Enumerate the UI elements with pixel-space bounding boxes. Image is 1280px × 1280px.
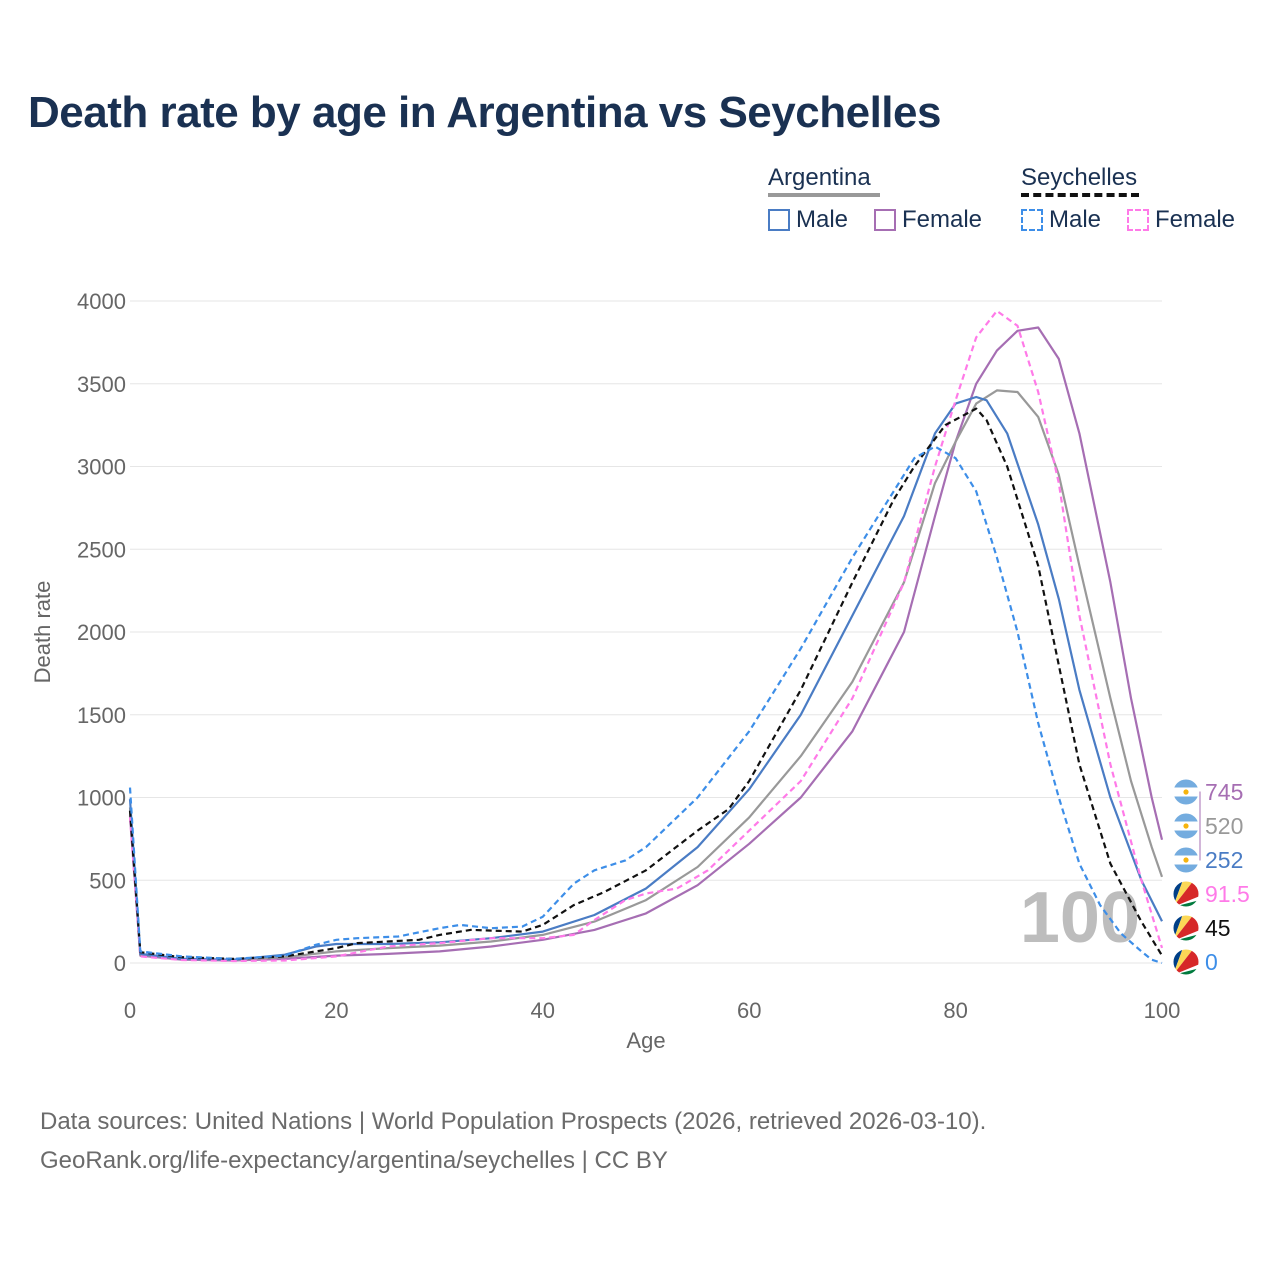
legend-item-label: Female xyxy=(1155,206,1236,233)
legend: Argentina Seychelles Male Female Male Fe… xyxy=(766,160,1266,250)
end-label-value: 91.5 xyxy=(1205,881,1250,907)
legend-group-label: Seychelles xyxy=(1021,164,1138,191)
argentina-flag-icon xyxy=(1172,812,1200,840)
seychelles-flag-icon xyxy=(1172,914,1200,942)
seychelles-flag-icon xyxy=(1172,880,1200,908)
end-label-value: 520 xyxy=(1205,813,1243,839)
y-tick-label: 0 xyxy=(114,951,126,976)
legend-item-argentina-male[interactable]: Male xyxy=(768,206,848,234)
legend-swatch xyxy=(768,209,790,231)
end-label-value: 0 xyxy=(1205,949,1218,975)
footer-link[interactable]: GeoRank.org/life-expectancy/argentina/se… xyxy=(40,1147,668,1174)
y-tick-label: 500 xyxy=(89,868,126,893)
legend-swatch xyxy=(1127,209,1149,231)
series-line-argentina-total[interactable] xyxy=(128,389,1164,962)
x-tick-label: 20 xyxy=(324,998,348,1023)
series-lines xyxy=(128,309,1164,965)
grid xyxy=(130,300,1162,964)
series-line-argentina-male[interactable] xyxy=(128,395,1163,961)
x-tick-label: 0 xyxy=(124,998,136,1023)
end-labels: 745 520 252 91.5 45 0 xyxy=(1172,778,1250,976)
y-tick-label: 4000 xyxy=(77,289,126,314)
footer-sources: Data sources: United Nations | World Pop… xyxy=(40,1108,987,1135)
legend-item-seychelles-male[interactable]: Male xyxy=(1021,206,1101,234)
y-tick-label: 3500 xyxy=(77,372,126,397)
y-tick-label: 2500 xyxy=(77,537,126,562)
x-tick-label: 100 xyxy=(1144,998,1181,1023)
seychelles-flag-icon xyxy=(1172,948,1200,976)
argentina-flag-icon xyxy=(1172,846,1200,874)
legend-group-line xyxy=(1021,193,1139,197)
legend-item-seychelles-female[interactable]: Female xyxy=(1127,206,1235,234)
legend-item-argentina-female[interactable]: Female xyxy=(874,206,982,234)
legend-item-label: Female xyxy=(902,206,983,233)
x-axis-label: Age xyxy=(626,1028,665,1053)
legend-swatch xyxy=(874,209,896,231)
series-line-argentina-female[interactable] xyxy=(128,326,1164,962)
y-axis-label: Death rate xyxy=(30,581,55,684)
x-tick-label: 80 xyxy=(943,998,967,1023)
chart-title: Death rate by age in Argentina vs Seyche… xyxy=(28,88,941,137)
y-tick-label: 3000 xyxy=(77,455,126,480)
legend-group-line xyxy=(768,193,880,197)
watermark-age: 100 xyxy=(1020,878,1140,958)
end-label-value: 45 xyxy=(1205,915,1231,941)
legend-group-label: Argentina xyxy=(768,164,871,191)
y-tick-label: 1500 xyxy=(77,703,126,728)
legend-item-label: Male xyxy=(796,206,849,233)
y-tick-label: 2000 xyxy=(77,620,126,645)
end-label-value: 745 xyxy=(1205,779,1243,805)
legend-group-seychelles[interactable]: Seychelles xyxy=(1021,164,1139,197)
axes: 0 500 1000 1500 2000 2500 3000 3500 4000 0 20 40 60 8… xyxy=(30,289,1180,1053)
argentina-flag-icon xyxy=(1172,778,1200,806)
series-line-seychelles-female[interactable] xyxy=(128,309,1164,963)
legend-group-argentina[interactable]: Argentina xyxy=(768,164,880,197)
series-line-seychelles-total[interactable] xyxy=(128,407,1163,960)
y-tick-label: 1000 xyxy=(77,786,126,811)
legend-swatch xyxy=(1021,209,1043,231)
x-tick-label: 60 xyxy=(737,998,761,1023)
series-line-seychelles-male[interactable] xyxy=(128,445,1163,965)
x-tick-label: 40 xyxy=(531,998,555,1023)
legend-item-label: Male xyxy=(1049,206,1102,233)
end-label-value: 252 xyxy=(1205,847,1243,873)
